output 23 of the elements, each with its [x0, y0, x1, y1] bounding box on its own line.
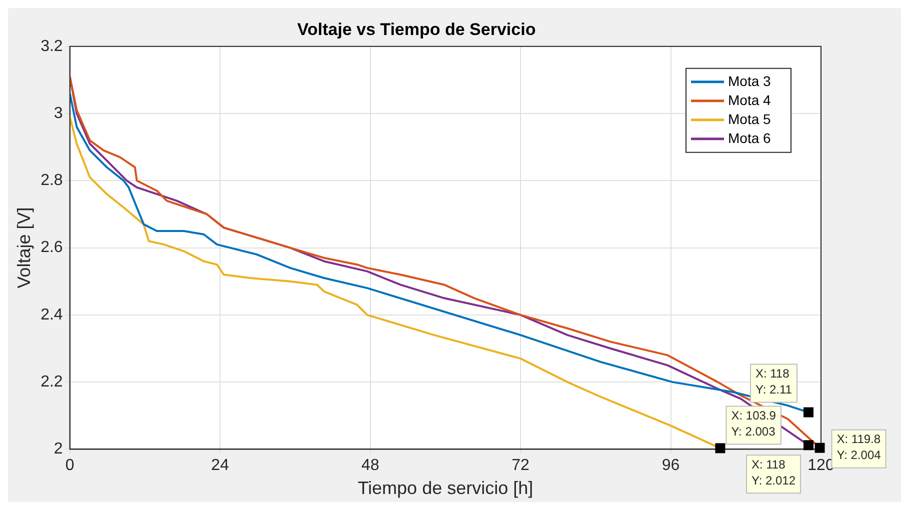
legend-label: Mota 4 — [728, 92, 772, 108]
x-axis-title: Tiempo de servicio [h] — [358, 478, 534, 498]
y-tick-label: 2.6 — [40, 239, 63, 256]
y-tick-label: 2.2 — [40, 373, 63, 390]
y-tick-label: 2.8 — [40, 172, 63, 190]
y-tick-label: 3 — [54, 104, 63, 122]
y-axis-title: Voltaje [V] — [14, 207, 34, 288]
x-tick-label: 24 — [211, 457, 230, 474]
y-tick-label: 3.2 — [40, 38, 63, 55]
legend-label: Mota 6 — [728, 130, 772, 146]
y-tick-label: 2.4 — [40, 306, 63, 324]
annotation: X: 103.9 Y: 2.003 — [731, 408, 776, 439]
annotation: X: 118 Y: 2.11 — [755, 366, 792, 397]
x-tick-label: 96 — [662, 457, 680, 474]
legend-label: Mota 3 — [728, 72, 772, 89]
annotation: X: 119.8 Y: 2.004 — [836, 432, 882, 462]
y-tick-label: 2 — [54, 440, 63, 458]
chart-title: Voltaje vs Tiempo de Servicio — [297, 20, 536, 39]
x-tick-label: 0 — [65, 457, 74, 474]
annotation: X: 118 Y: 2.012 — [751, 457, 796, 488]
x-tick-label: 72 — [512, 457, 530, 474]
x-tick-label: 48 — [361, 457, 380, 474]
legend-label: Mota 5 — [728, 110, 772, 127]
